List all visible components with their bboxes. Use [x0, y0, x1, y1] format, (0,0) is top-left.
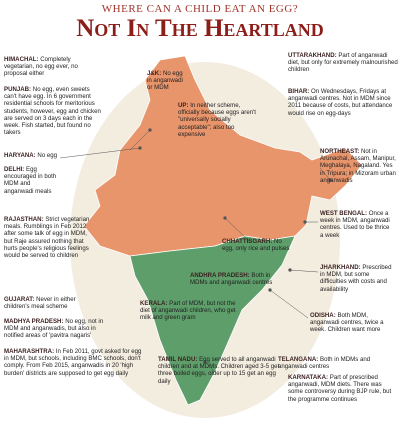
- state-name: JHARKHAND:: [320, 264, 361, 271]
- state-text: Both in MDMs and anganwadi centres: [190, 272, 273, 287]
- state-note: J&K: No egg in anganwadi or MDM: [147, 70, 187, 92]
- state-text: No egg in anganwadi or MDM: [147, 70, 183, 92]
- state-name: BIHAR:: [288, 88, 310, 95]
- state-note: JHARKHAND: Prescribed in MDM, but some d…: [320, 264, 394, 293]
- state-name: MADHYA PRADESH:: [4, 318, 64, 325]
- state-name: ANDHRA PRADESH:: [190, 272, 250, 279]
- state-name: TELANGANA:: [278, 356, 319, 363]
- state-name: WEST BENGAL:: [320, 210, 368, 217]
- state-name: KARNATAKA:: [288, 374, 329, 381]
- state-text: Never in either children's meal scheme: [4, 296, 76, 311]
- state-note: ODISHA: Both MDM, anganwadi centres, twi…: [310, 312, 398, 334]
- state-note: RAJASTHAN: Strict vegetarian meals. Rumb…: [4, 216, 96, 259]
- connectors: [59, 128, 332, 373]
- state-text: Once a week in MDM, anganwadi centres. U…: [320, 210, 390, 239]
- state-name: NORTHEAST:: [320, 148, 360, 155]
- state-text: No egg, only rice and pulses: [222, 238, 290, 253]
- title: Not In The Heartland: [76, 15, 324, 42]
- state-text: Both in MDMs and anganwadi centres: [278, 356, 371, 371]
- state-note: NORTHEAST: Not in Arunachal, Assam, Mani…: [320, 148, 398, 184]
- state-text: Egg served to all anganwadi children and…: [158, 356, 280, 385]
- state-name: UTTARAKHAND:: [288, 52, 337, 59]
- state-text: Part of MDM, but not the diet of anganwa…: [140, 300, 236, 322]
- state-name: CHHATTISGARH:: [222, 238, 273, 245]
- state-note: WEST BENGAL: Once a week in MDM, anganwa…: [320, 210, 392, 239]
- state-text: Not in Arunachal, Assam, Manipur, Meghal…: [320, 148, 396, 184]
- state-text: In Feb 2011, govt asked for egg in MDM, …: [4, 348, 142, 377]
- state-note: UP: In neither scheme, officially becaus…: [178, 102, 260, 138]
- state-note: TAMIL NADU: Egg served to all anganwadi …: [158, 356, 286, 385]
- state-name: DELHI:: [4, 166, 25, 173]
- state-text: No egg, not in MDM and anganwadis, but a…: [4, 318, 104, 340]
- state-text: No egg: [37, 152, 58, 159]
- state-note: DELHI: Egg encouraged in both MDM and an…: [4, 166, 59, 195]
- state-note: BIHAR: On Wednesdays, Fridays at anganwa…: [288, 88, 398, 117]
- state-name: ODISHA:: [310, 312, 336, 319]
- state-name: HIMACHAL:: [4, 56, 39, 63]
- state-note: KARNATAKA: Part of prescribed anganwadi,…: [288, 374, 398, 403]
- state-note: ANDHRA PRADESH: Both in MDMs and anganwa…: [190, 272, 278, 286]
- state-note: GUJARAT: Never in either children's meal…: [4, 296, 86, 310]
- state-text: In neither scheme, officially because eg…: [178, 102, 256, 138]
- kicker: WHERE CAN A CHILD EAT AN EGG?: [101, 3, 299, 15]
- state-text: Both MDM, anganwadi centres, twice a wee…: [310, 312, 384, 334]
- state-name: HARYANA:: [4, 152, 36, 159]
- state-name: GUJARAT:: [4, 296, 35, 303]
- state-text: Egg encouraged in both MDM and anganwadi…: [4, 166, 57, 195]
- state-name: UP:: [178, 102, 189, 109]
- state-text: Part of prescribed anganwadi, MDM diets.…: [288, 374, 392, 403]
- state-note: HIMACHAL: Completely vegetarian, no egg …: [4, 56, 90, 78]
- state-text: Prescribed in MDM, but some difficulties…: [320, 264, 392, 293]
- south-india: [129, 235, 296, 406]
- state-name: MAHARASHTRA:: [4, 348, 55, 355]
- state-note: HARYANA: No egg: [4, 152, 74, 159]
- state-text: No egg, even sweets can't have egg. In 6…: [4, 86, 101, 137]
- state-note: CHHATTISGARH: No egg, only rice and puls…: [222, 238, 294, 252]
- state-text: Strict vegetarian meals. Rumblings in Fe…: [4, 216, 90, 260]
- state-name: KERALA:: [140, 300, 168, 307]
- state-text: On Wednesdays, Fridays at anganwadi cent…: [288, 88, 393, 117]
- state-name: RAJASTHAN:: [4, 216, 44, 223]
- state-text: Part of anganwadi diet, but only for ext…: [288, 52, 398, 74]
- state-name: J&K:: [147, 70, 162, 77]
- state-note: TELANGANA: Both in MDMs and anganwadi ce…: [278, 356, 398, 370]
- state-text: Completely vegetarian, no egg ever, no p…: [4, 56, 78, 78]
- state-name: TAMIL NADU:: [158, 356, 198, 363]
- state-name: PUNJAB:: [4, 86, 32, 93]
- state-note: PUNJAB: No egg, even sweets can't have e…: [4, 86, 104, 136]
- state-note: KERALA: Part of MDM, but not the diet of…: [140, 300, 245, 322]
- state-note: UTTARAKHAND: Part of anganwadi diet, but…: [288, 52, 398, 74]
- state-note: MADHYA PRADESH: No egg, not in MDM and a…: [4, 318, 104, 340]
- state-note: MAHARASHTRA: In Feb 2011, govt asked for…: [4, 348, 144, 377]
